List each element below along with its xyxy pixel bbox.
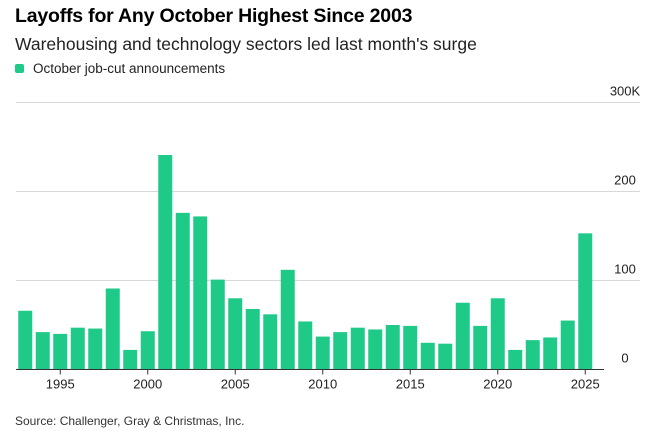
bar-2020 [490, 298, 505, 370]
bar-2003 [193, 216, 208, 370]
bar-2013 [368, 329, 383, 370]
bar-2024 [560, 320, 575, 370]
bar-1999 [123, 349, 138, 370]
source-note: Source: Challenger, Gray & Christmas, In… [15, 414, 245, 428]
bars [18, 155, 593, 370]
bar-1997 [88, 328, 103, 370]
bar-1998 [105, 288, 120, 370]
bar-2019 [473, 325, 488, 370]
bar-1993 [18, 310, 33, 370]
bar-1995 [53, 333, 68, 370]
bar-2008 [280, 269, 295, 370]
bar-2009 [298, 321, 313, 370]
bar-2011 [333, 332, 348, 370]
bar-2023 [543, 337, 558, 370]
bar-2001 [158, 155, 173, 370]
bar-2007 [263, 314, 278, 370]
y-tick-label-0: 0 [621, 351, 628, 366]
y-tick-label-300: 300K [610, 84, 641, 99]
bar-2016 [420, 342, 435, 370]
bar-2004 [210, 279, 225, 370]
bar-1996 [70, 327, 85, 370]
legend: October job-cut announcements [15, 61, 225, 76]
bar-2005 [228, 298, 243, 370]
legend-label: October job-cut announcements [33, 61, 226, 76]
x-tick-label-2020: 2020 [483, 377, 512, 392]
legend-swatch [15, 64, 24, 73]
x-axis: 1995 2000 2005 2010 2015 2020 2025 [16, 369, 604, 392]
bar-2015 [403, 325, 418, 370]
y-tick-label-200: 200 [614, 173, 636, 188]
bar-2017 [438, 343, 453, 370]
gridlines [16, 102, 640, 281]
bar-2021 [508, 349, 523, 370]
bar-2006 [245, 308, 260, 370]
y-tick-label-100: 100 [614, 262, 636, 277]
bar-2000 [140, 331, 155, 370]
x-tick-label-2015: 2015 [396, 377, 425, 392]
x-tick-label-1995: 1995 [46, 377, 75, 392]
bar-2010 [315, 336, 330, 370]
bar-2022 [525, 340, 540, 370]
x-tick-label-2000: 2000 [133, 377, 162, 392]
bar-2012 [350, 327, 365, 370]
bar-2018 [455, 302, 470, 370]
x-tick-label-2025: 2025 [571, 377, 600, 392]
chart-subtitle: Warehousing and technology sectors led l… [15, 34, 477, 54]
bar-2014 [385, 325, 400, 370]
x-tick-label-2010: 2010 [308, 377, 337, 392]
bar-2025 [578, 233, 593, 370]
x-tick-label-2005: 2005 [221, 377, 250, 392]
bar-1994 [35, 332, 50, 370]
bar-2002 [175, 212, 190, 370]
y-tick-labels: 0 100 200 300K [610, 84, 641, 366]
chart-title: Layoffs for Any October Highest Since 20… [15, 5, 413, 27]
